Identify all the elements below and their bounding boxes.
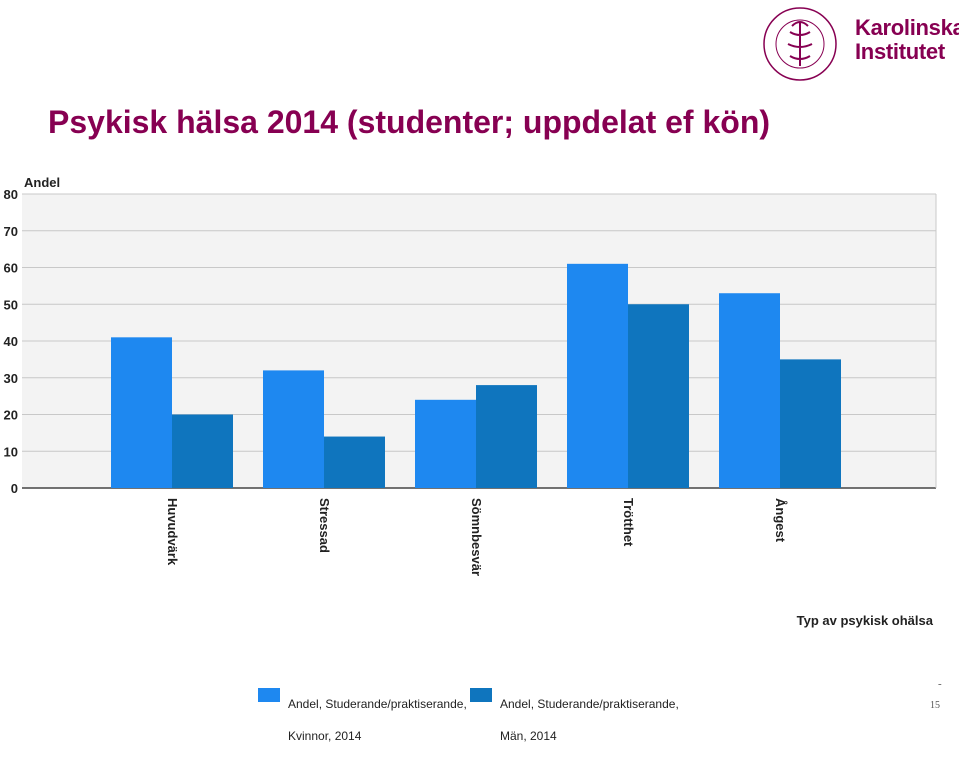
page-title: Psykisk hälsa 2014 (studenter; uppdelat … — [48, 104, 771, 140]
y-tick-label: 20 — [4, 408, 18, 423]
bar-man-2 — [476, 385, 537, 488]
x-tick-label: Trötthet — [621, 498, 636, 547]
legend-swatch-kvinnor — [258, 688, 280, 702]
bar-kvinnor-1 — [263, 370, 324, 488]
bar-man-4 — [780, 359, 841, 488]
legend-label-kvinnor-line2: Kvinnor, 2014 — [288, 729, 362, 743]
y-tick-label: 40 — [4, 334, 18, 349]
legend-label-man-line2: Män, 2014 — [500, 729, 557, 743]
bar-kvinnor-2 — [415, 399, 476, 488]
bar-man-0 — [172, 414, 233, 488]
y-tick-label: 50 — [4, 297, 18, 312]
y-tick-label: 70 — [4, 224, 18, 239]
legend-item-kvinnor: Andel, Studerande/praktiserande, Kvinnor… — [258, 680, 478, 760]
x-tick-label: Ångest — [773, 498, 788, 543]
y-tick-label: 80 — [4, 187, 18, 202]
karolinska-seal-logo — [763, 7, 837, 81]
bar-man-1 — [324, 436, 385, 488]
bar-kvinnor-4 — [719, 293, 780, 488]
page-number: 15 — [930, 700, 940, 711]
y-axis-label: Andel — [24, 175, 60, 190]
logo-text: Karolinska Institutet — [855, 16, 959, 64]
bar-kvinnor-0 — [111, 337, 172, 488]
legend-item-man: Andel, Studerande/praktiserande, Män, 20… — [470, 680, 690, 760]
x-tick-label: Stressad — [317, 498, 332, 553]
x-tick-label: Huvudvärk — [165, 498, 180, 566]
x-tick-label: Sömnbesvär — [469, 498, 484, 576]
logo-text-line1: Karolinska — [855, 15, 959, 40]
bar-kvinnor-3 — [567, 263, 628, 488]
y-tick-label: 0 — [11, 481, 18, 496]
y-tick-label: 60 — [4, 261, 18, 276]
legend-swatch-man — [470, 688, 492, 702]
footer-dash: - — [938, 678, 942, 690]
y-tick-label: 30 — [4, 371, 18, 386]
bar-chart: 0 10 20 30 40 50 60 70 80 Andel Huvudvärk Stressad S… — [4, 175, 937, 628]
x-axis-label: Typ av psykisk ohälsa — [797, 613, 934, 628]
y-tick-label: 10 — [4, 444, 18, 459]
bar-man-3 — [628, 304, 689, 488]
logo-text-line2: Institutet — [855, 39, 945, 64]
legend-label-man-line1: Andel, Studerande/praktiserande, — [500, 697, 679, 711]
legend-label-kvinnor-line1: Andel, Studerande/praktiserande, — [288, 697, 467, 711]
